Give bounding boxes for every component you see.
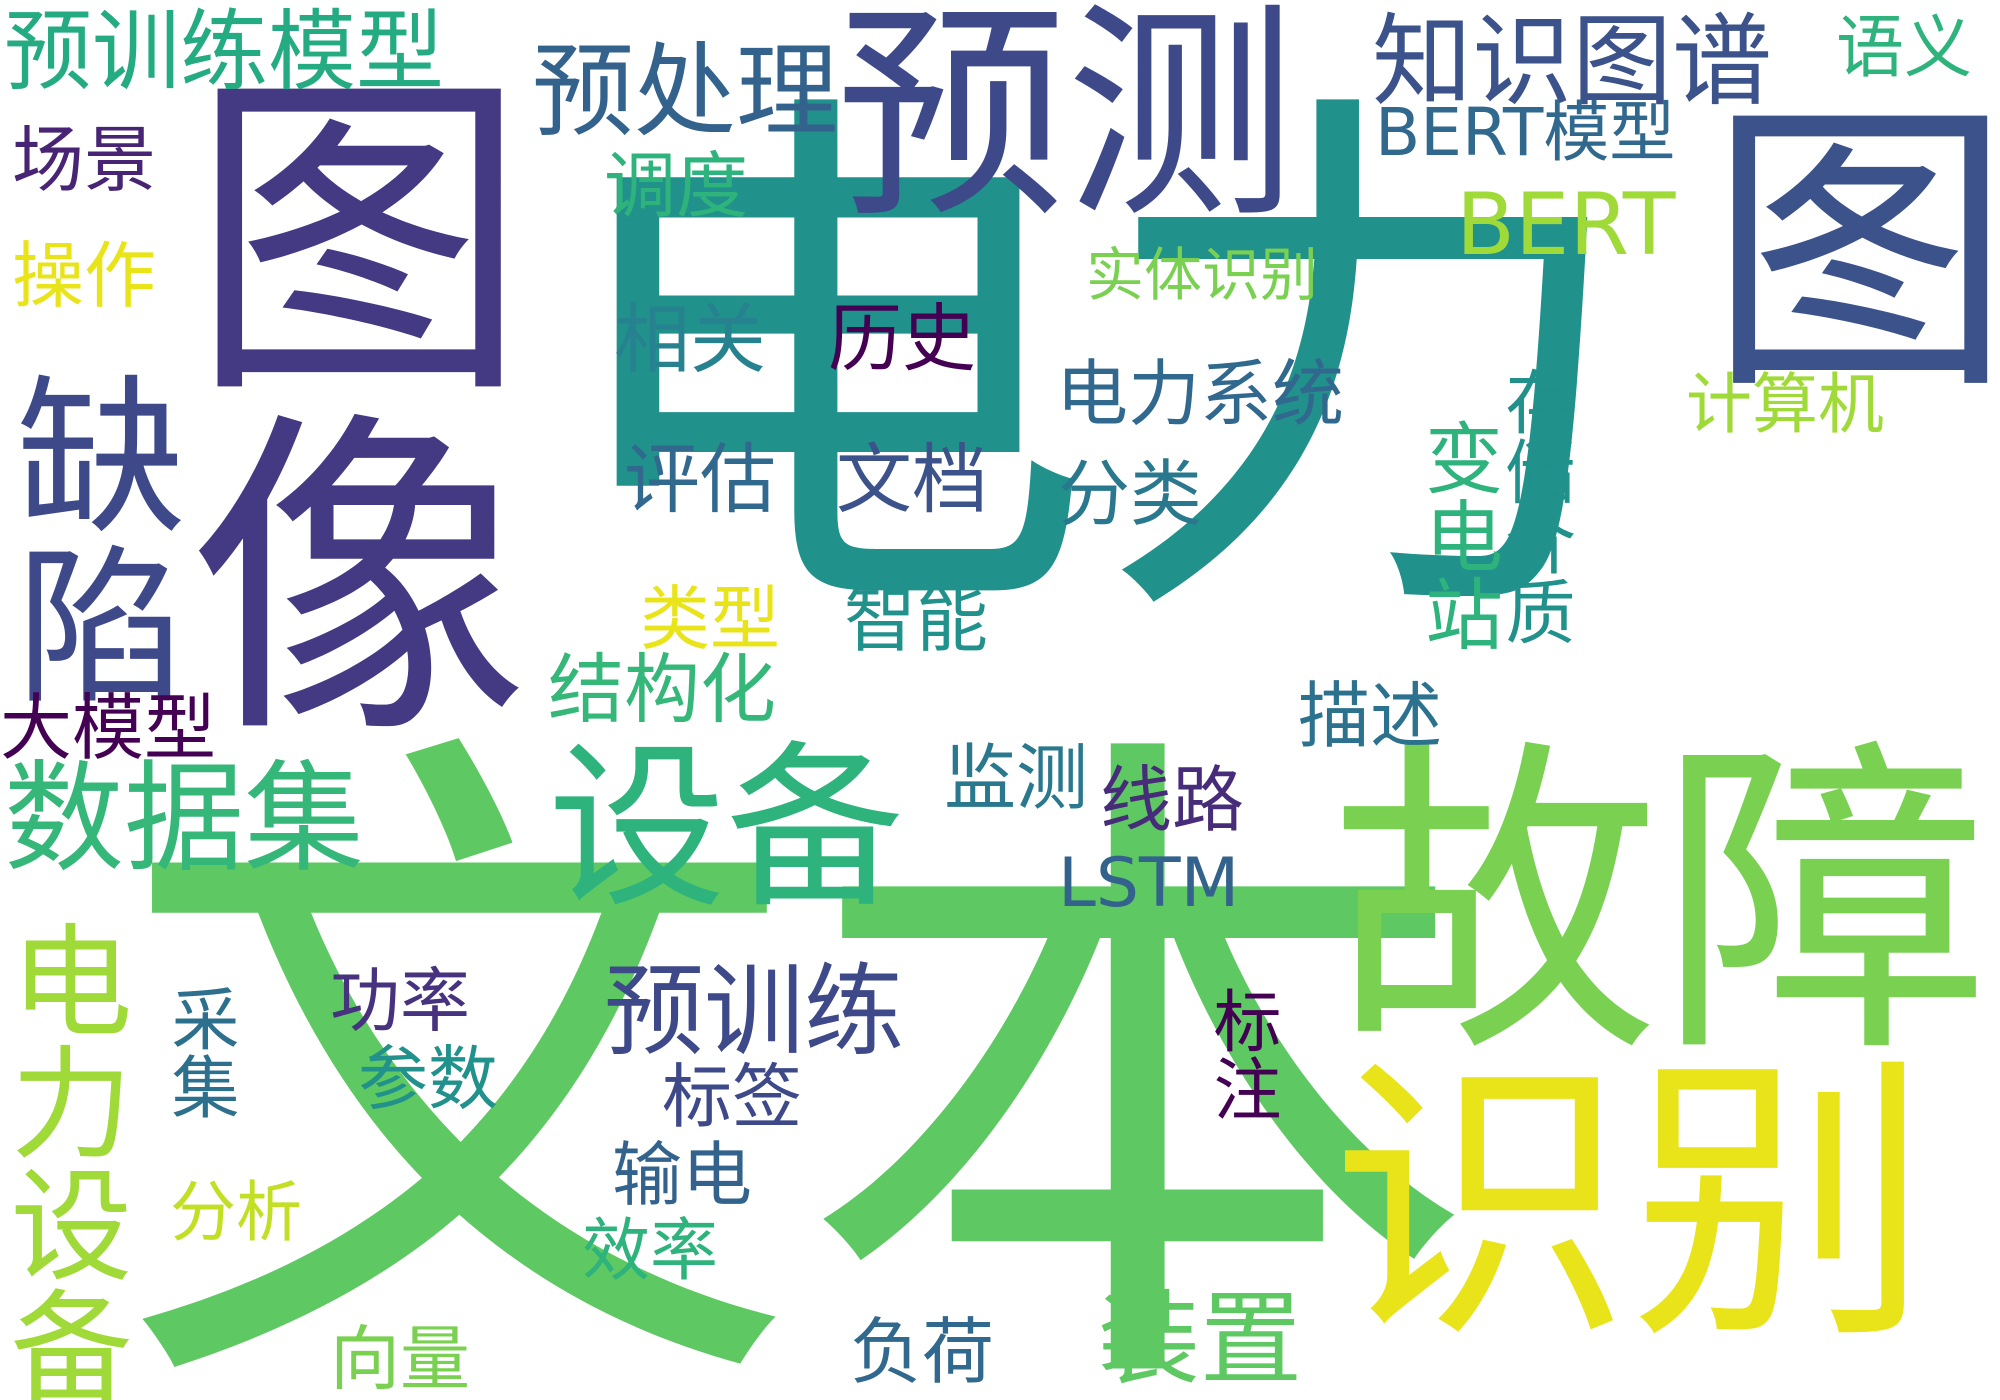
word-lishi: 历史 xyxy=(828,296,976,382)
word-dianlixitong: 电力系统 xyxy=(1056,352,1345,436)
word-changjing: 场景 xyxy=(12,118,157,202)
word-bertmx: BERT模型 xyxy=(1375,94,1676,171)
word-yuce: 预测 xyxy=(836,0,1297,250)
word-xianlu: 线路 xyxy=(1100,758,1245,842)
word-shebei: 设备 xyxy=(548,725,904,932)
word-quexian: 缺陷 xyxy=(0,368,184,708)
word-biaoqian: 标签 xyxy=(662,1056,802,1138)
word-canshu: 参数 xyxy=(358,1038,498,1120)
word-fuhe: 负荷 xyxy=(850,1310,995,1394)
word-zhishitupu: 知识图谱 xyxy=(1372,3,1772,120)
word-zhuangzhi: 装置 xyxy=(1098,1281,1302,1400)
word-wendang: 文档 xyxy=(836,435,988,524)
word-shibie: 识别 xyxy=(1330,1030,1930,1379)
word-yuxunlianmx: 预训练模型 xyxy=(4,0,445,103)
word-tu: 图 xyxy=(1655,90,2000,395)
word-wenben: 文本 xyxy=(118,684,1478,1400)
word-yuxunlian: 预训练 xyxy=(604,953,904,1070)
word-tuxiang: 图像 xyxy=(130,60,526,740)
word-dianli: 电力 xyxy=(548,50,1638,685)
word-shujuji: 数据集 xyxy=(4,750,364,889)
word-fenlei: 分类 xyxy=(1058,452,1203,536)
word-shudian: 输电 xyxy=(612,1134,752,1216)
word-leixing: 类型 xyxy=(640,578,780,660)
word-cunchu: 存储介质 xyxy=(1494,366,1576,646)
word-biandianzhan: 变电站 xyxy=(1412,418,1502,652)
word-fenxi: 分析 xyxy=(170,1174,302,1251)
word-dianlishebei: 电力设备 xyxy=(0,918,132,1400)
word-gonglv: 功率 xyxy=(330,960,470,1042)
word-caozuo: 操作 xyxy=(12,234,157,318)
word-jisuanji: 计算机 xyxy=(1686,366,1884,443)
word-biaozhu: 标注 xyxy=(1201,986,1280,1122)
word-damoxing: 大模型 xyxy=(0,686,217,770)
word-lstm: LSTM xyxy=(1058,844,1240,923)
word-yuchuli: 预处理 xyxy=(532,33,838,152)
word-zhineng: 智能 xyxy=(844,578,989,662)
word-guzhang: 故障 xyxy=(1330,713,1990,1097)
word-xiangguan: 相关 xyxy=(614,295,766,384)
word-caiji: 采集 xyxy=(159,984,238,1120)
word-yuyi: 语义 xyxy=(1836,9,1973,88)
word-shitishibie: 实体识别 xyxy=(1086,241,1319,309)
word-diaodu: 调度 xyxy=(604,144,749,228)
word-bert: BERT xyxy=(1456,175,1676,275)
word-jiance: 监测 xyxy=(944,736,1089,820)
word-miaoshu: 描述 xyxy=(1298,674,1443,758)
word-pinggu: 评估 xyxy=(624,435,776,524)
word-jiegouhua: 结构化 xyxy=(548,645,776,734)
word-xiaolv: 效率 xyxy=(582,1212,719,1291)
word-xiangliang: 向量 xyxy=(330,1318,470,1400)
